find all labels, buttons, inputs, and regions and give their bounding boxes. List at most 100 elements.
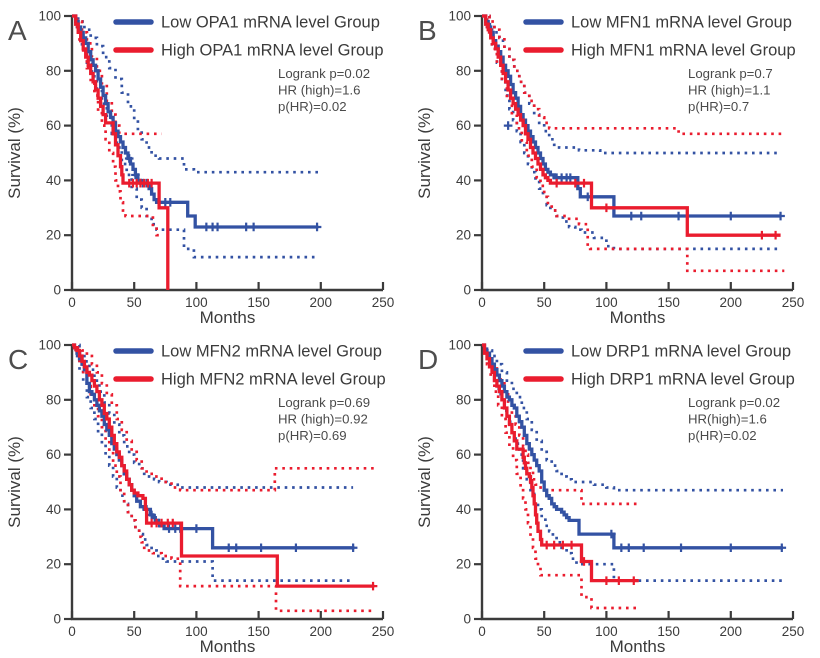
panel-D-survival-chart: 0 50 100 150 200 250 0 20 40 60 80 100 Months Surviva… <box>410 329 820 658</box>
x-tick-label: 50 <box>127 624 142 639</box>
censor-mark <box>626 211 636 221</box>
censor-mark <box>777 543 787 553</box>
stat-line: Logrank p=0.7 <box>688 66 773 81</box>
panel-A-survival-chart: 0 50 100 150 200 250 0 20 40 60 80 100 Months Surviva… <box>0 0 410 329</box>
y-tick-label: 80 <box>46 392 61 407</box>
y-axis-title: Survival (%) <box>415 107 434 199</box>
censor-mark <box>549 540 559 550</box>
censor-mark <box>571 178 580 188</box>
stat-line: p(HR)=0.7 <box>688 99 749 114</box>
censor-mark <box>602 576 611 585</box>
survival-curve <box>72 343 375 588</box>
km-plot-svg-D: 0 50 100 150 200 250020406080100MonthsSurviva… <box>415 338 804 657</box>
censor-mark <box>607 529 616 539</box>
stat-line: Logrank p=0.69 <box>278 395 370 410</box>
censor-mark <box>617 543 626 553</box>
legend-label: High MFN1 mRNA level Group <box>571 42 796 60</box>
y-axis-title: Survival (%) <box>415 436 434 528</box>
x-tick-label: 50 <box>127 295 142 310</box>
stat-line: p(HR)=0.69 <box>278 428 347 443</box>
y-tick-label: 60 <box>456 118 471 133</box>
stat-line: HR(high)=1.6 <box>688 412 767 427</box>
ci-curve <box>482 14 785 273</box>
y-tick-label: 100 <box>448 9 471 24</box>
censor-mark <box>192 524 201 533</box>
x-tick-label: 0 <box>68 624 76 639</box>
x-tick-label: 0 <box>478 624 486 639</box>
km-plot-svg-C: 0 50 100 150 200 250020406080100MonthsSurviva… <box>5 338 395 657</box>
censor-mark <box>256 543 266 553</box>
ci-curve <box>72 14 162 136</box>
censor-mark <box>131 170 140 180</box>
x-axis-title: Months <box>200 637 256 656</box>
ci-curve <box>482 343 639 506</box>
stat-line: HR (high)=1.6 <box>278 83 360 98</box>
legend-label: Low DRP1 mRNA level Group <box>571 343 791 361</box>
y-tick-label: 40 <box>46 173 61 188</box>
panel-letter: B <box>418 15 437 46</box>
y-tick-label: 100 <box>448 338 471 353</box>
y-tick-label: 40 <box>456 173 471 188</box>
panel-letter: D <box>418 344 438 375</box>
x-tick-label: 250 <box>782 295 805 310</box>
km-plot-svg-A: 0 50 100 150 200 250020406080100MonthsSurviva… <box>5 9 394 328</box>
x-tick-label: 200 <box>720 295 743 310</box>
censor-mark <box>602 203 611 213</box>
panel-letter: A <box>8 15 27 46</box>
censor-mark <box>249 222 258 232</box>
ci-curve <box>72 343 354 489</box>
y-tick-label: 100 <box>38 338 61 353</box>
censor-mark <box>579 178 589 188</box>
censor-mark <box>636 211 646 221</box>
censor-mark <box>567 540 576 550</box>
y-tick-label: 60 <box>46 118 61 133</box>
ci-curve <box>72 343 375 492</box>
stat-line: HR (high)=0.92 <box>278 412 368 427</box>
censor-mark <box>757 230 767 240</box>
x-tick-label: 100 <box>185 295 208 310</box>
y-tick-label: 60 <box>46 447 61 462</box>
censor-mark <box>165 198 175 207</box>
censor-mark <box>168 518 178 528</box>
y-tick-label: 0 <box>53 283 61 298</box>
y-tick-label: 100 <box>38 9 61 24</box>
censor-mark <box>542 540 551 550</box>
legend-label: High MFN2 mRNA level Group <box>161 371 386 389</box>
censor-mark <box>348 543 358 553</box>
censor-mark <box>213 222 222 232</box>
x-tick-label: 150 <box>657 295 680 310</box>
y-tick-label: 20 <box>46 228 61 243</box>
panel-B-survival-chart: 0 50 100 150 200 250 0 20 40 60 80 100 Months Surviva… <box>410 0 820 329</box>
censor-mark <box>676 543 686 553</box>
ci-curve <box>72 14 319 174</box>
x-tick-label: 200 <box>310 295 333 310</box>
censor-mark <box>674 211 683 221</box>
censor-mark <box>552 178 561 188</box>
stat-line: p(HR)=0.02 <box>278 99 347 114</box>
legend-label: High DRP1 mRNA level Group <box>571 371 795 389</box>
censor-mark <box>124 154 134 163</box>
ci-curve <box>482 343 783 492</box>
survival-curve <box>72 14 319 229</box>
censor-mark <box>147 178 156 188</box>
censor-mark <box>241 222 251 232</box>
y-tick-label: 20 <box>46 557 61 572</box>
legend-label: Low MFN1 mRNA level Group <box>571 14 792 32</box>
survival-curve <box>482 14 781 237</box>
y-tick-label: 0 <box>463 283 471 298</box>
x-tick-label: 250 <box>372 624 395 639</box>
y-tick-label: 60 <box>456 447 471 462</box>
x-tick-label: 50 <box>537 624 552 639</box>
y-axis-title: Survival (%) <box>5 436 24 528</box>
survival-curve <box>72 14 170 290</box>
x-tick-label: 100 <box>595 624 618 639</box>
y-tick-label: 0 <box>53 612 61 627</box>
censor-mark <box>579 557 589 566</box>
legend-label: Low MFN2 mRNA level Group <box>161 343 382 361</box>
censor-mark <box>368 581 378 591</box>
legend-label: Low OPA1 mRNA level Group <box>161 14 380 32</box>
x-tick-label: 100 <box>595 295 618 310</box>
y-tick-label: 80 <box>456 63 471 78</box>
censor-mark <box>726 211 736 221</box>
